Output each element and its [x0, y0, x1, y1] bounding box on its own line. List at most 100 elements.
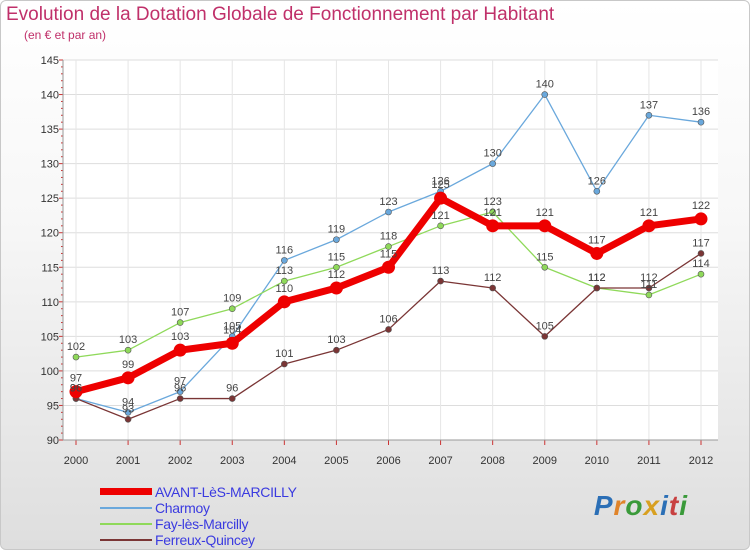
data-point-fay-les-marcilly: [176, 319, 184, 326]
data-label-ferreux-quincey: 112: [588, 272, 606, 284]
x-tick-label: 2008: [480, 455, 504, 467]
data-point-fay-les-marcilly: [645, 291, 653, 299]
data-point-fay-les-marcilly: [437, 222, 444, 230]
x-tick-label: 2001: [116, 455, 140, 467]
data-point-ferreux-quincey: [645, 284, 653, 292]
legend-label: Ferreux-Quincey: [155, 532, 255, 548]
data-point-charmoy: [333, 236, 340, 243]
data-point-fay-les-marcilly: [72, 353, 80, 361]
data-point-charmoy: [385, 208, 392, 216]
y-tick-label: 110: [41, 297, 59, 309]
data-label-fay-les-marcilly: 114: [692, 258, 710, 270]
data-point-charmoy: [645, 111, 653, 119]
logo-letter: i: [679, 490, 688, 521]
y-tick-label: 140: [41, 90, 59, 102]
data-label-avant-les-marcilly: 122: [692, 200, 710, 212]
data-point-avant-les-marcilly: [694, 212, 708, 226]
data-label-avant-les-marcilly: 110: [276, 283, 294, 295]
data-point-avant-les-marcilly: [173, 343, 187, 357]
legend-label: AVANT-LèS-MARCILLY: [155, 484, 297, 500]
logo-letter: r: [613, 490, 626, 521]
data-point-ferreux-quincey: [228, 395, 236, 402]
legend-swatch: [100, 507, 152, 509]
data-point-ferreux-quincey: [176, 395, 184, 402]
y-tick-label: 130: [41, 159, 59, 171]
data-label-avant-les-marcilly: 112: [328, 269, 346, 281]
data-label-fay-les-marcilly: 109: [223, 293, 241, 305]
x-tick-label: 2005: [324, 455, 348, 467]
logo-letter: P: [593, 490, 614, 521]
y-tick-label: 105: [41, 331, 59, 343]
data-point-ferreux-quincey: [385, 326, 392, 333]
data-label-fay-les-marcilly: 121: [431, 210, 449, 222]
data-point-charmoy: [176, 388, 184, 395]
data-label-ferreux-quincey: 106: [379, 313, 397, 325]
data-point-charmoy: [593, 187, 601, 195]
x-tick-label: 2006: [376, 455, 400, 467]
data-point-fay-les-marcilly: [385, 243, 392, 250]
data-label-charmoy: 94: [122, 396, 134, 408]
data-label-charmoy: 126: [588, 175, 606, 187]
data-label-ferreux-quincey: 113: [432, 265, 450, 277]
data-label-avant-les-marcilly: 103: [171, 331, 189, 343]
data-point-ferreux-quincey: [281, 360, 288, 368]
logo-letter: o: [625, 490, 644, 521]
data-label-layer: 96 94 97 105 116 119 123 126 130 140 126 137 136 102 1…: [67, 79, 710, 416]
data-label-charmoy: 123: [379, 196, 397, 208]
data-label-charmoy: 137: [640, 99, 658, 111]
data-point-fay-les-marcilly: [281, 277, 288, 285]
data-point-ferreux-quincey: [333, 346, 340, 354]
data-point-avant-les-marcilly: [642, 219, 656, 233]
data-point-ferreux-quincey: [697, 250, 705, 257]
data-label-fay-les-marcilly: 102: [67, 341, 85, 353]
data-label-fay-les-marcilly: 115: [536, 251, 554, 263]
data-label-charmoy: 105: [223, 320, 241, 332]
data-point-avant-les-marcilly: [225, 336, 239, 350]
data-label-fay-les-marcilly: 115: [328, 251, 346, 263]
x-tick-label: 2010: [585, 455, 609, 467]
data-label-ferreux-quincey: 117: [692, 237, 710, 249]
y-tick-label: 95: [47, 400, 59, 412]
legend-label: Charmoy: [155, 500, 210, 516]
data-label-ferreux-quincey: 112: [484, 272, 502, 284]
data-label-avant-les-marcilly: 121: [483, 207, 501, 219]
data-point-avant-les-marcilly: [382, 260, 395, 274]
data-label-charmoy: 126: [431, 175, 449, 187]
data-label-avant-les-marcilly: 97: [70, 373, 82, 385]
x-tick-label: 2002: [168, 455, 192, 467]
data-label-ferreux-quincey: 101: [275, 348, 293, 360]
data-point-avant-les-marcilly: [329, 281, 343, 295]
data-label-avant-les-marcilly: 125: [431, 179, 449, 191]
data-label-avant-les-marcilly: 117: [588, 234, 606, 246]
y-tick-label: 115: [41, 262, 59, 274]
series-layer: [69, 91, 708, 423]
data-point-ferreux-quincey: [124, 415, 132, 423]
data-point-fay-les-marcilly: [489, 208, 496, 216]
y-tick-label: 120: [41, 228, 59, 240]
chart-title: Evolution de la Dotation Globale de Fonc…: [6, 4, 555, 25]
data-label-ferreux-quincey: 96: [226, 383, 238, 395]
data-label-fay-les-marcilly: 111: [641, 279, 658, 291]
logo-letter: x: [643, 490, 661, 521]
y-tick-label: 135: [41, 124, 59, 136]
x-tick-label: 2012: [689, 455, 713, 467]
proxiti-logo: Proxiti: [594, 490, 688, 522]
data-point-fay-les-marcilly: [697, 270, 705, 278]
data-label-ferreux-quincey: 105: [536, 320, 554, 332]
data-point-fay-les-marcilly: [541, 263, 549, 271]
data-point-avant-les-marcilly: [486, 219, 500, 233]
data-point-charmoy: [281, 257, 288, 264]
x-tick-label: 2007: [428, 455, 452, 467]
data-point-avant-les-marcilly: [538, 219, 552, 233]
data-label-ferreux-quincey: 96: [174, 383, 186, 395]
data-point-avant-les-marcilly: [277, 295, 291, 309]
y-tick-label: 100: [41, 366, 59, 378]
x-tick-label: 2011: [637, 455, 661, 467]
logo-letter: t: [668, 490, 680, 521]
data-label-fay-les-marcilly: 107: [171, 307, 189, 319]
data-label-avant-les-marcilly: 121: [536, 207, 554, 219]
data-label-charmoy: 97: [174, 376, 186, 388]
data-point-fay-les-marcilly: [124, 346, 132, 354]
y-tick-label: 90: [47, 435, 59, 447]
data-point-ferreux-quincey: [437, 277, 444, 285]
